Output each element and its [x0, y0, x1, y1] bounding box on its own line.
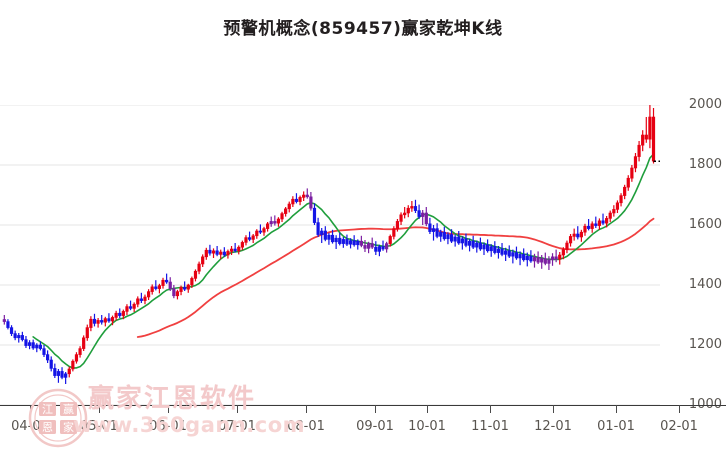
- x-axis-tick: [306, 405, 307, 413]
- x-axis-tick: [168, 405, 169, 413]
- y-axis-tick-label: 1000: [688, 397, 722, 412]
- x-axis-tick-label: 02-01: [660, 419, 698, 434]
- y-axis-tick-label: 2000: [688, 97, 722, 112]
- candlestick-chart: [0, 105, 660, 405]
- gridlines: [0, 105, 660, 405]
- x-axis-tick-label: 01-01: [597, 419, 635, 434]
- x-axis-tick: [427, 405, 428, 413]
- x-axis-tick-label: 04-01: [11, 419, 49, 434]
- x-axis-line: [0, 405, 660, 406]
- x-axis-tick-label: 05-01: [80, 419, 118, 434]
- x-axis-line-right: [660, 405, 726, 406]
- x-axis-tick-label: 08-01: [287, 419, 325, 434]
- x-axis-tick-label: 07-01: [218, 419, 256, 434]
- x-axis-tick: [375, 405, 376, 413]
- x-axis-tick: [490, 405, 491, 413]
- x-axis-tick: [679, 405, 680, 413]
- x-axis-tick: [553, 405, 554, 413]
- y-axis-tick-label: 1800: [688, 157, 722, 172]
- x-axis-tick-label: 12-01: [534, 419, 572, 434]
- x-axis-tick-label: 10-01: [408, 419, 446, 434]
- y-axis-tick-label: 1600: [688, 217, 722, 232]
- page-title: 预警机概念(859457)赢家乾坤K线: [223, 19, 503, 39]
- y-axis-tick-label: 1200: [688, 337, 722, 352]
- x-axis-tick-label: 11-01: [471, 419, 509, 434]
- ma-short-line: [32, 153, 655, 369]
- x-axis-tick: [30, 405, 31, 413]
- ma-long-line: [136, 217, 655, 338]
- x-axis-tick: [616, 405, 617, 413]
- y-axis-tick-label: 1400: [688, 277, 722, 292]
- x-axis-tick: [237, 405, 238, 413]
- x-axis-tick: [99, 405, 100, 413]
- x-axis-tick-label: 06-01: [149, 419, 187, 434]
- x-axis-tick-label: 09-01: [356, 419, 394, 434]
- plot-area: [0, 105, 660, 405]
- candle-series: [2, 105, 656, 384]
